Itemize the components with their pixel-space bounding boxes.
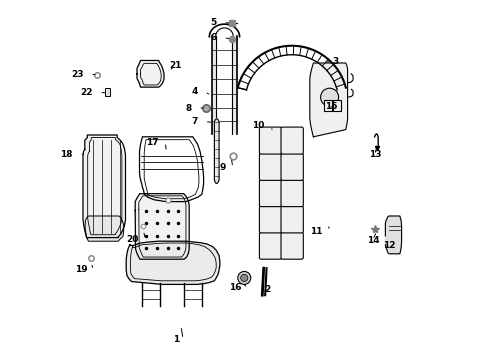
Text: 11: 11 (310, 227, 322, 236)
Polygon shape (310, 63, 347, 137)
Polygon shape (386, 216, 402, 254)
Polygon shape (85, 216, 123, 241)
Bar (333, 100, 341, 111)
Text: 9: 9 (220, 163, 226, 172)
Text: 1: 1 (173, 335, 180, 343)
Polygon shape (215, 119, 219, 184)
FancyBboxPatch shape (259, 206, 282, 233)
Text: 4: 4 (192, 87, 198, 96)
FancyBboxPatch shape (259, 180, 282, 207)
Text: 15: 15 (325, 102, 338, 112)
FancyBboxPatch shape (259, 232, 282, 259)
FancyBboxPatch shape (259, 153, 282, 180)
Polygon shape (135, 194, 189, 259)
Text: 8: 8 (186, 104, 192, 112)
Text: 16: 16 (229, 284, 242, 292)
Circle shape (238, 271, 251, 284)
Text: 14: 14 (367, 235, 379, 245)
Text: 17: 17 (146, 138, 159, 147)
Bar (105, 88, 110, 96)
Text: 23: 23 (71, 70, 84, 79)
Circle shape (320, 88, 339, 106)
Text: 3: 3 (332, 57, 339, 66)
Polygon shape (212, 37, 216, 133)
Text: 12: 12 (383, 241, 395, 250)
Text: 18: 18 (60, 150, 73, 158)
Polygon shape (126, 241, 220, 284)
Text: 6: 6 (211, 33, 217, 42)
Text: 7: 7 (192, 117, 198, 126)
Text: 21: 21 (169, 61, 181, 70)
FancyBboxPatch shape (281, 127, 303, 154)
Polygon shape (83, 135, 125, 238)
Polygon shape (232, 37, 237, 133)
Text: 10: 10 (252, 122, 265, 130)
FancyBboxPatch shape (281, 180, 303, 207)
FancyBboxPatch shape (281, 153, 303, 180)
Text: 20: 20 (126, 235, 139, 244)
Text: 2: 2 (264, 285, 270, 294)
Text: 22: 22 (80, 88, 93, 97)
Bar (324, 100, 332, 111)
Text: 5: 5 (211, 18, 217, 27)
FancyBboxPatch shape (259, 127, 282, 154)
FancyBboxPatch shape (281, 206, 303, 233)
FancyBboxPatch shape (281, 232, 303, 259)
Text: 19: 19 (74, 266, 87, 274)
Circle shape (241, 274, 248, 282)
Polygon shape (137, 60, 164, 87)
Text: 13: 13 (368, 150, 381, 159)
